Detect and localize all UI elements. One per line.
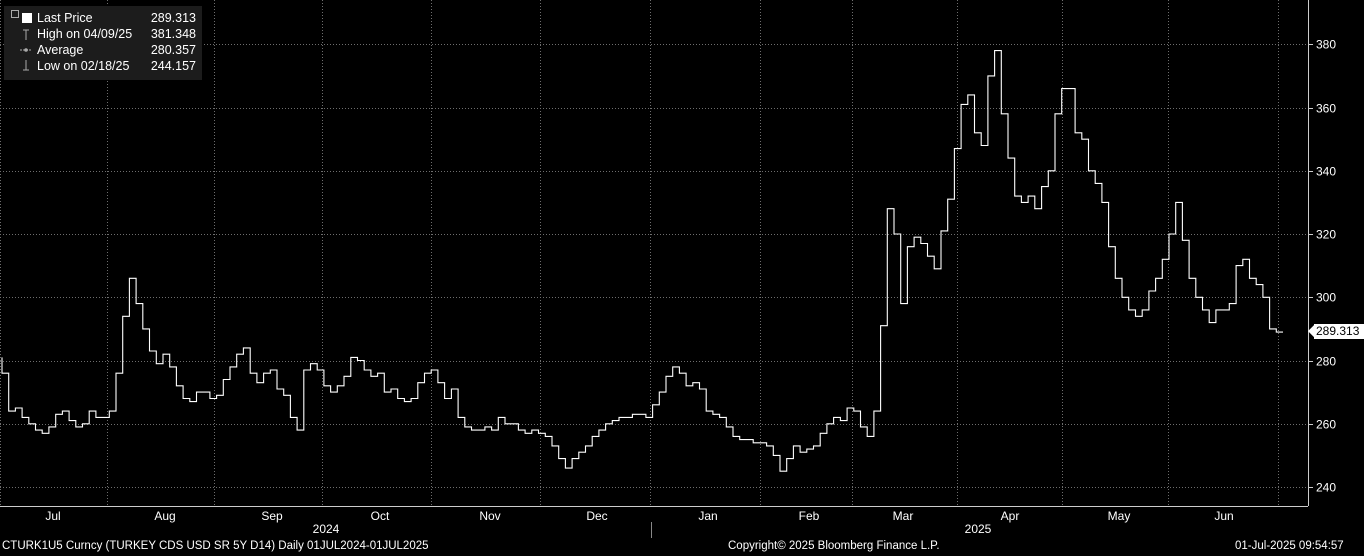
y-tick-label: 300 (1316, 291, 1336, 305)
footer-ticker: CTURK1U5 Curncy (TURKEY CDS USD SR 5Y D1… (2, 540, 429, 552)
year-label: 2024 (313, 522, 340, 536)
x-tick-label: Feb (799, 509, 820, 523)
legend-last-price: Last Price 289.313 (4, 10, 202, 26)
y-tick-label: 260 (1316, 418, 1336, 432)
x-tick-label: Oct (371, 509, 390, 523)
x-tick-label: Dec (586, 509, 607, 523)
collapse-icon[interactable] (11, 10, 19, 18)
low-marker-icon (23, 60, 29, 71)
x-tick-label: Aug (154, 509, 175, 523)
square-icon (22, 13, 32, 23)
x-tick-label: Mar (893, 509, 914, 523)
year-label: 2025 (965, 522, 992, 536)
legend-average: Average 280.357 (4, 42, 202, 58)
grid-lines (0, 0, 1308, 506)
y-tick-label: 280 (1316, 355, 1336, 369)
y-tick-label: 360 (1316, 102, 1336, 116)
last-price-tag: 289.313 (1314, 323, 1364, 339)
y-tick-label: 240 (1316, 481, 1336, 495)
y-tick-label: 380 (1316, 38, 1336, 52)
x-tick-label: Apr (1001, 509, 1020, 523)
x-tick-label: Sep (261, 509, 283, 523)
average-marker-icon (20, 48, 32, 52)
legend-low: Low on 02/18/25 244.157 (4, 58, 202, 74)
high-marker-icon (23, 29, 29, 40)
y-tick-label: 340 (1316, 165, 1336, 179)
price-line (1, 50, 1283, 472)
footer-timestamp: 01-Jul-2025 09:54:57 (1235, 540, 1344, 552)
x-tick-label: Nov (479, 509, 500, 523)
tick-labels: 240 260 280 300 320 340 360 380 Jul Aug Sep Oct Nov D… (45, 38, 1336, 537)
y-tick-label: 320 (1316, 228, 1336, 242)
legend-high: High on 04/09/25 381.348 (4, 26, 202, 42)
legend-box: Last Price 289.313 High on 04/09/25 381.… (4, 6, 202, 80)
x-tick-label: Jan (698, 509, 717, 523)
axes (0, 0, 1314, 538)
footer-copyright: Copyright© 2025 Bloomberg Finance L.P. (728, 540, 940, 552)
last-price-pointer (1308, 325, 1314, 338)
x-tick-label: Jun (1214, 509, 1233, 523)
x-tick-label: Jul (45, 509, 60, 523)
x-tick-label: May (1108, 509, 1131, 523)
price-series (1, 50, 1283, 472)
